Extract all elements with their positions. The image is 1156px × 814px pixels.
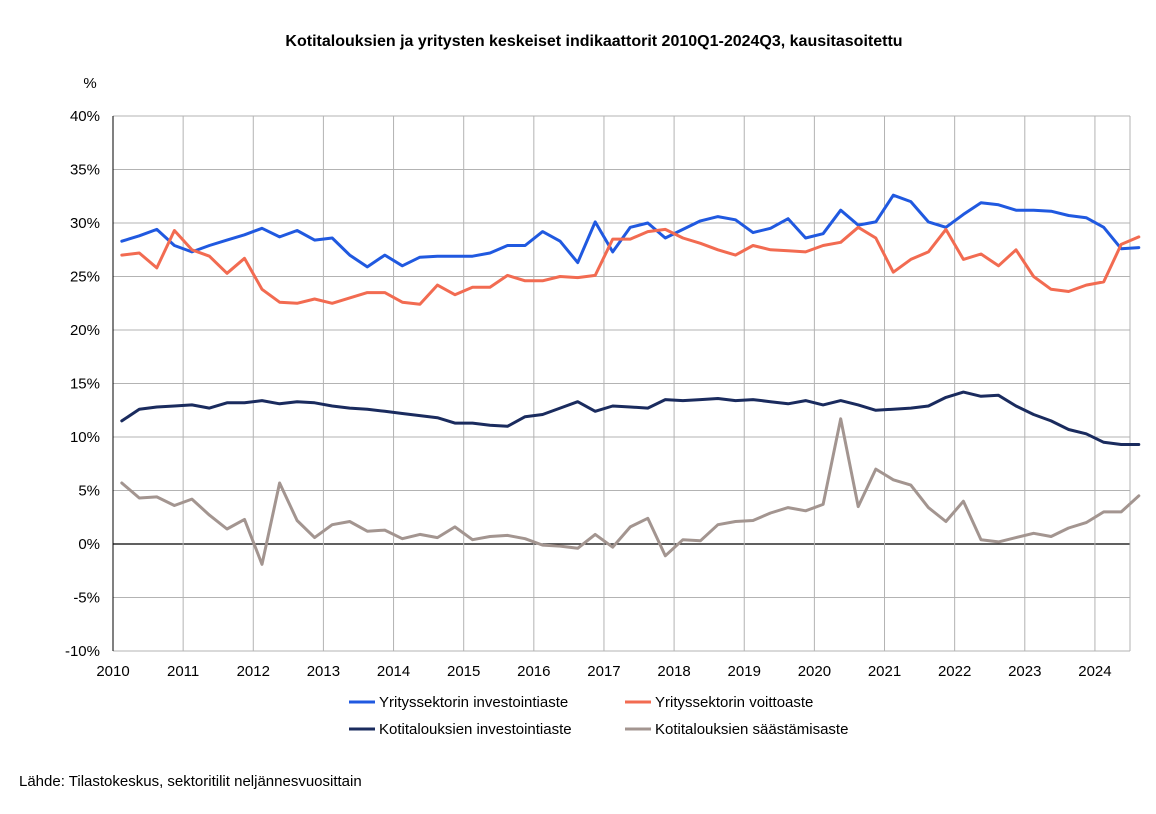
y-tick-label: -10% xyxy=(65,643,100,660)
x-tick-label: 2020 xyxy=(798,663,831,680)
x-tick-label: 2015 xyxy=(447,663,480,680)
y-tick-label: 5% xyxy=(78,483,100,500)
x-tick-label: 2012 xyxy=(237,663,270,680)
gridlines xyxy=(112,115,1131,652)
series-line-2 xyxy=(120,390,1141,446)
x-tick-label: 2014 xyxy=(377,663,410,680)
series-lines xyxy=(120,193,1141,566)
chart-title: Kotitalouksien ja yritysten keskeiset in… xyxy=(285,33,902,50)
x-tick-label: 2013 xyxy=(307,663,340,680)
x-tick-label: 2019 xyxy=(728,663,761,680)
y-tick-label: 10% xyxy=(70,429,100,446)
series-line-3 xyxy=(120,417,1141,566)
x-tick-label: 2023 xyxy=(1008,663,1041,680)
y-tick-label: 40% xyxy=(70,108,100,125)
x-tick-label: 2022 xyxy=(938,663,971,680)
x-tick-label: 2024 xyxy=(1078,663,1111,680)
legend-item: Yrityssektorin investointiaste xyxy=(349,694,568,711)
x-tick-label: 2011 xyxy=(167,663,199,680)
source-note: Lähde: Tilastokeskus, sektoritilit neljä… xyxy=(19,773,362,790)
y-tick-label: -5% xyxy=(73,590,100,607)
legend-item: Yrityssektorin voittoaste xyxy=(625,694,813,711)
y-axis-ticks: 40% 35% 30% 25% 20% 15% 10% 5% 0% -5% -10% xyxy=(65,108,100,660)
x-axis-ticks: 2010 2011 2012 2013 2014 2015 2016 2017 2018 2019… xyxy=(96,663,1111,680)
legend-label: Kotitalouksien säästämisaste xyxy=(655,721,848,738)
x-tick-label: 2021 xyxy=(868,663,901,680)
series-line-0 xyxy=(120,193,1141,269)
y-tick-label: 15% xyxy=(70,376,100,393)
legend-label: Yrityssektorin voittoaste xyxy=(655,694,813,711)
y-tick-label: 20% xyxy=(70,322,100,339)
x-tick-label: 2017 xyxy=(587,663,620,680)
legend-item: Kotitalouksien säästämisaste xyxy=(625,721,848,738)
y-tick-label: 30% xyxy=(70,215,100,232)
x-tick-label: 2016 xyxy=(517,663,550,680)
y-tick-label: 0% xyxy=(78,536,100,553)
y-tick-label: 35% xyxy=(70,162,100,179)
legend: Yrityssektorin investointiaste Yrityssekt… xyxy=(349,694,848,738)
x-tick-label: 2010 xyxy=(96,663,129,680)
legend-label: Yrityssektorin investointiaste xyxy=(379,694,568,711)
x-tick-label: 2018 xyxy=(657,663,690,680)
legend-item: Kotitalouksien investointiaste xyxy=(349,721,572,738)
series-line-1 xyxy=(120,225,1141,306)
y-tick-label: 25% xyxy=(70,269,100,286)
y-axis-unit-label: % xyxy=(83,75,96,92)
legend-label: Kotitalouksien investointiaste xyxy=(379,721,572,738)
